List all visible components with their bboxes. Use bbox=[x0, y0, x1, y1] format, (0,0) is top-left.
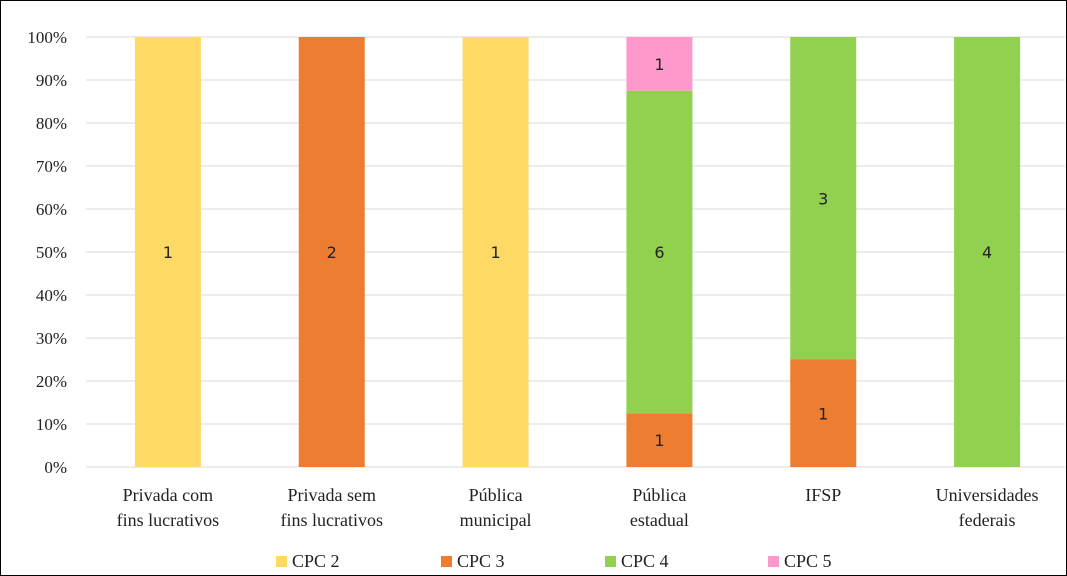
bar-segment-cpc-3 bbox=[626, 413, 693, 467]
legend: CPC 2 CPC 3 CPC 4 CPC 5 bbox=[276, 551, 832, 571]
x-axis-categories: Privada com fins lucrativos Privada sem fin… bbox=[117, 485, 1039, 530]
x-category-label: Universidades bbox=[936, 485, 1039, 505]
bars bbox=[134, 37, 1021, 467]
y-axis-ticks: 0% 10% 20% 30% 40% 50% 60% 70% 80% 90% 100% bbox=[27, 28, 67, 477]
data-label: 1 bbox=[818, 404, 828, 423]
y-tick-label: 70% bbox=[36, 157, 67, 176]
y-tick-label: 0% bbox=[44, 458, 67, 477]
y-tick-label: 40% bbox=[36, 286, 67, 305]
x-category-label: federais bbox=[959, 510, 1016, 530]
legend-swatch bbox=[605, 556, 616, 567]
x-category-label: IFSP bbox=[805, 485, 841, 505]
bar-segment-cpc-3 bbox=[298, 37, 365, 467]
legend-swatch bbox=[441, 556, 452, 567]
x-category-label: Privada com bbox=[123, 485, 213, 505]
legend-swatch bbox=[768, 556, 779, 567]
data-label: 1 bbox=[163, 243, 173, 262]
data-label: 6 bbox=[654, 243, 664, 262]
x-category-label: fins lucrativos bbox=[117, 510, 219, 530]
x-category-label: estadual bbox=[630, 510, 689, 530]
bar-segment-cpc-2 bbox=[134, 37, 201, 467]
legend-label: CPC 2 bbox=[292, 551, 340, 571]
data-label: 1 bbox=[490, 243, 500, 262]
bar-segment-cpc-4 bbox=[626, 90, 693, 414]
y-tick-label: 100% bbox=[27, 28, 67, 47]
y-tick-label: 60% bbox=[36, 200, 67, 219]
bar-segment-cpc-5 bbox=[626, 37, 693, 91]
x-category-label: fins lucrativos bbox=[281, 510, 383, 530]
y-tick-label: 90% bbox=[36, 71, 67, 90]
data-label: 1 bbox=[654, 55, 664, 74]
x-category-label: Privada sem bbox=[288, 485, 376, 505]
y-tick-label: 10% bbox=[36, 415, 67, 434]
legend-label: CPC 3 bbox=[457, 551, 505, 571]
legend-label: CPC 5 bbox=[784, 551, 832, 571]
gridlines bbox=[86, 36, 1065, 468]
x-category-label: municipal bbox=[460, 510, 532, 530]
bar-segment-cpc-4 bbox=[790, 37, 857, 360]
y-tick-label: 20% bbox=[36, 372, 67, 391]
y-tick-label: 50% bbox=[36, 243, 67, 262]
x-category-label: Pública bbox=[632, 485, 686, 505]
bar-segment-cpc-3 bbox=[790, 359, 857, 467]
data-label: 4 bbox=[982, 243, 992, 262]
y-tick-label: 80% bbox=[36, 114, 67, 133]
data-label: 1 bbox=[654, 431, 664, 450]
data-label: 2 bbox=[327, 243, 337, 262]
data-label: 3 bbox=[818, 189, 828, 208]
bar-segment-cpc-2 bbox=[462, 37, 529, 467]
x-category-label: Pública bbox=[469, 485, 523, 505]
y-tick-label: 30% bbox=[36, 329, 67, 348]
bar-segment-cpc-4 bbox=[954, 37, 1021, 467]
legend-swatch bbox=[276, 556, 287, 567]
legend-label: CPC 4 bbox=[621, 551, 669, 571]
